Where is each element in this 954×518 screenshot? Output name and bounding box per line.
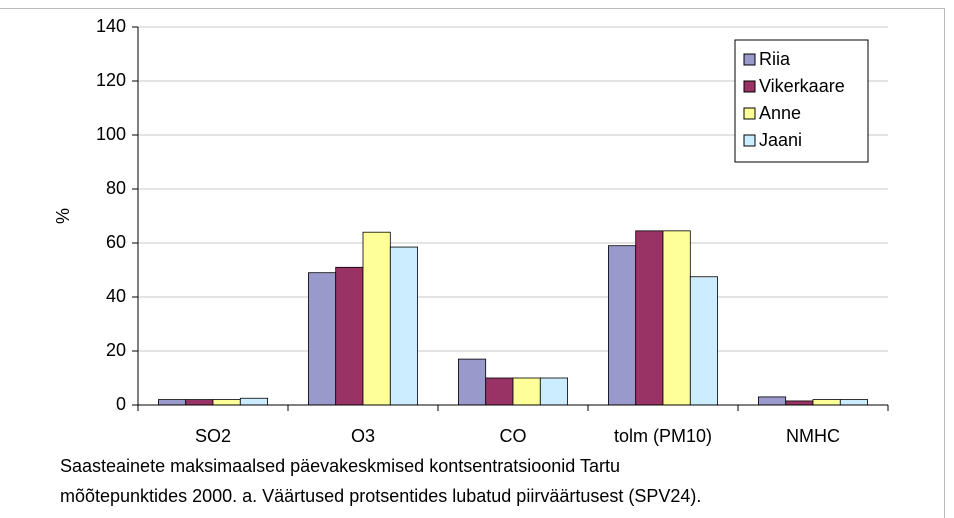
- legend-swatch: [743, 107, 756, 120]
- x-tick-label: SO2: [195, 426, 231, 446]
- bar: [689, 276, 718, 406]
- bar: [785, 400, 814, 406]
- legend-swatch: [743, 53, 756, 66]
- y-tick-label: 20: [106, 340, 126, 360]
- legend-swatch: [743, 134, 756, 147]
- bar: [758, 396, 787, 406]
- y-tick-label: 0: [116, 394, 126, 414]
- y-tick-label: 60: [106, 232, 126, 252]
- y-tick-label: 120: [96, 70, 126, 90]
- y-tick-label: 40: [106, 286, 126, 306]
- legend-swatch: [743, 80, 756, 93]
- bar: [335, 266, 364, 406]
- frame: [0, 8, 945, 518]
- y-tick-label: 140: [96, 16, 126, 36]
- bar: [212, 399, 241, 406]
- legend-box: [734, 39, 869, 163]
- bar: [539, 377, 568, 406]
- y-tick-label: 80: [106, 178, 126, 198]
- bar: [457, 358, 487, 406]
- caption: mõõtepunktides 2000. a. Väärtused protse…: [60, 486, 701, 506]
- y-axis-label: %: [53, 208, 73, 224]
- bar: [608, 245, 637, 406]
- legend-label: Vikerkaare: [759, 76, 845, 96]
- caption: Saasteainete maksimaalsed päevakeskmised…: [60, 456, 620, 476]
- bar: [662, 230, 691, 406]
- bar: [389, 246, 418, 406]
- bar: [485, 377, 514, 406]
- x-tick-label: tolm (PM10): [614, 426, 712, 446]
- bar: [307, 272, 337, 406]
- x-tick-label: O3: [351, 426, 375, 446]
- bar: [839, 399, 868, 406]
- bar: [157, 399, 187, 406]
- x-tick-label: NMHC: [786, 426, 840, 446]
- x-tick-label: CO: [500, 426, 527, 446]
- legend-label: Riia: [759, 49, 791, 69]
- bar: [239, 397, 269, 406]
- bar: [185, 399, 214, 406]
- bar: [512, 377, 541, 406]
- bar: [362, 231, 391, 406]
- y-tick-label: 100: [96, 124, 126, 144]
- legend-label: Jaani: [759, 130, 802, 150]
- bar: [635, 230, 664, 406]
- bar: [812, 399, 841, 406]
- legend-label: Anne: [759, 103, 801, 123]
